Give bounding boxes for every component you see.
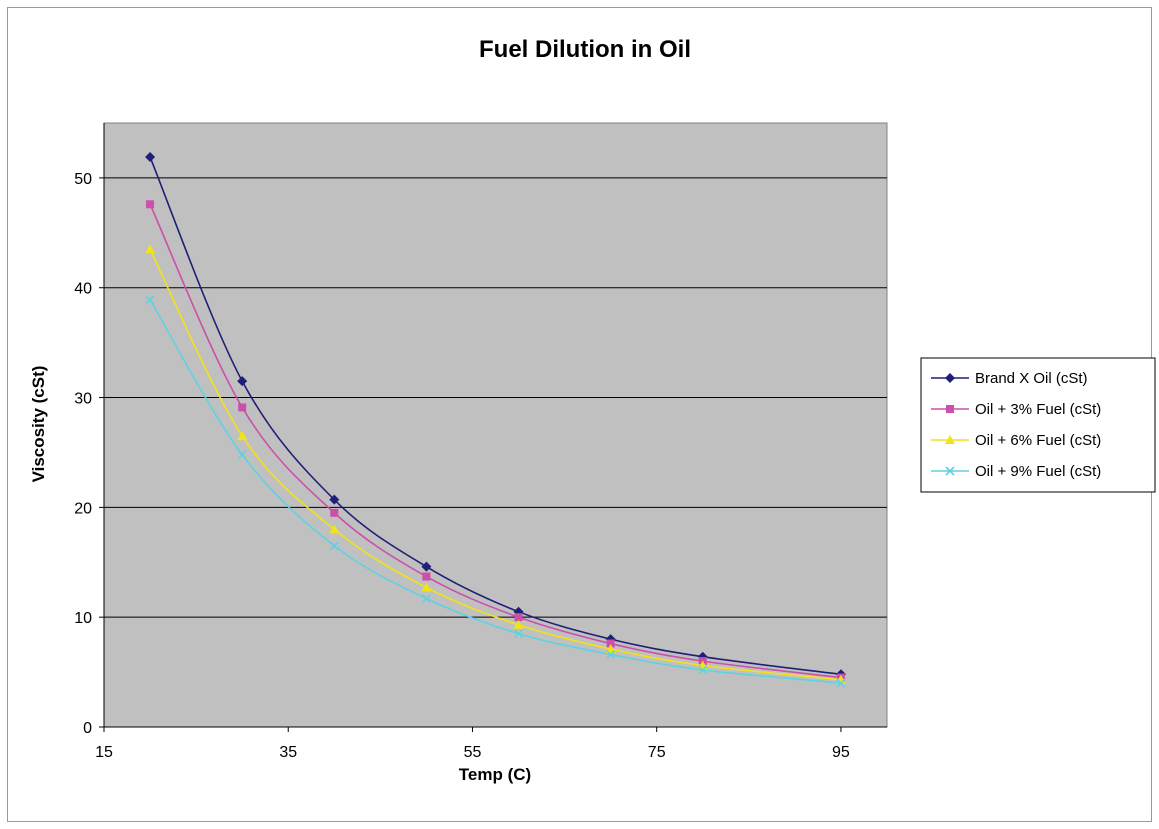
y-tick-label: 0	[83, 720, 92, 737]
axes: 0 10 20 30 40 50 15 35 55 75 95	[74, 123, 887, 761]
data-point	[329, 524, 340, 534]
series-line	[149, 156, 842, 676]
legend-marker	[945, 466, 955, 476]
data-point	[145, 295, 155, 305]
y-tick-label: 10	[74, 610, 92, 627]
y-tick-label: 50	[74, 171, 92, 188]
x-tick-label: 95	[832, 744, 850, 761]
series-line	[149, 248, 842, 681]
legend-item: Oil + 3% Fuel (cSt)	[931, 401, 1101, 418]
series-4	[145, 295, 846, 688]
data-point	[513, 629, 524, 639]
data-point	[421, 582, 432, 592]
x-tick-label: 75	[648, 744, 666, 761]
data-point	[329, 541, 339, 551]
data-point	[422, 572, 431, 581]
y-axis-label: Viscosity (cSt)	[29, 366, 48, 483]
data-point	[606, 639, 615, 648]
data-point	[421, 593, 431, 604]
data-point	[145, 152, 156, 163]
data-point	[238, 403, 247, 412]
data-point	[605, 644, 616, 654]
x-tick-label: 55	[464, 744, 482, 761]
data-point	[145, 244, 156, 254]
data-point	[237, 376, 248, 387]
chart-title: Fuel Dilution in Oil	[479, 36, 691, 63]
x-tick-label: 35	[279, 744, 297, 761]
data-point	[146, 200, 155, 209]
legend-marker	[946, 405, 954, 413]
data-point	[237, 430, 248, 440]
y-tick-label: 40	[74, 281, 92, 298]
legend-item: Oil + 6% Fuel (cSt)	[931, 432, 1101, 449]
legend-box	[920, 357, 1156, 493]
data-point	[513, 619, 524, 629]
legend-marker	[945, 373, 955, 383]
x-tick-label: 15	[95, 744, 113, 761]
data-point	[330, 508, 339, 517]
legend-label: Oil + 3% Fuel (cSt)	[975, 401, 1101, 418]
data-point	[421, 561, 432, 572]
grid-lines	[104, 177, 887, 618]
data-point	[606, 649, 616, 660]
x-axis-label: Temp (C)	[459, 765, 531, 784]
data-point	[698, 665, 708, 675]
y-tick-label: 20	[74, 500, 92, 517]
legend-item: Brand X Oil (cSt)	[931, 370, 1088, 387]
data-point	[237, 450, 247, 460]
legend: Brand X Oil (cSt) Oil + 3% Fuel (cSt) Oil …	[920, 357, 1156, 493]
data-point	[836, 678, 846, 688]
legend-label: Oil + 6% Fuel (cSt)	[975, 432, 1101, 449]
legend-label: Oil + 9% Fuel (cSt)	[975, 463, 1101, 480]
y-tick-label: 30	[74, 391, 92, 408]
data-point	[329, 494, 340, 505]
legend-item: Oil + 9% Fuel (cSt)	[931, 463, 1101, 480]
series-layer	[145, 152, 846, 688]
data-point	[514, 613, 523, 622]
legend-marker	[945, 435, 955, 444]
legend-label: Brand X Oil (cSt)	[975, 370, 1088, 387]
